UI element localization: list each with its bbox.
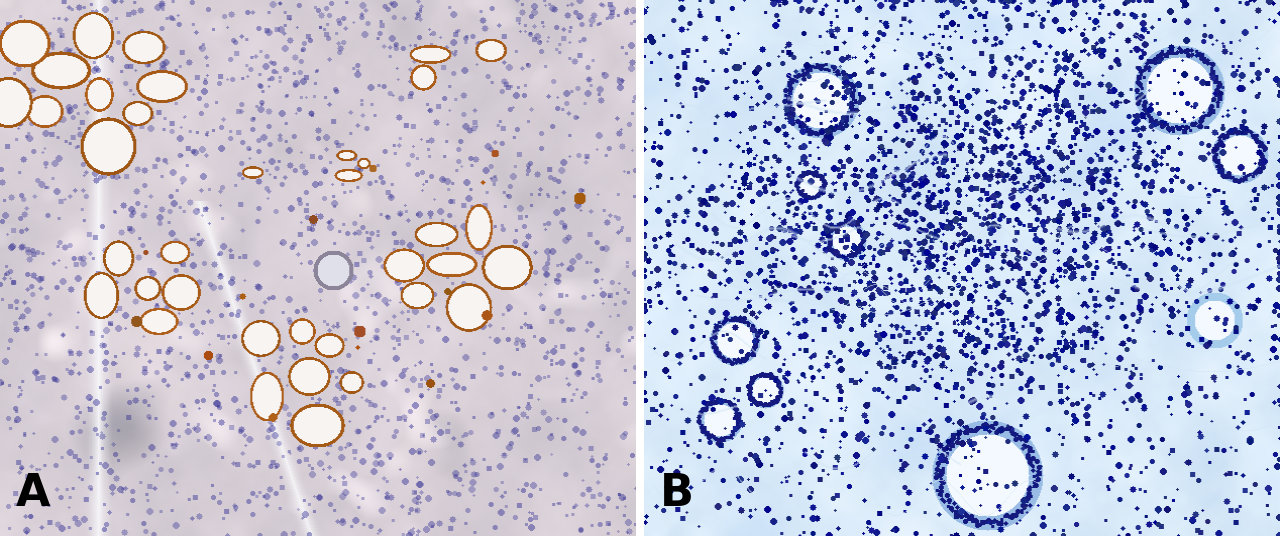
- Text: A: A: [15, 472, 50, 515]
- Text: B: B: [660, 472, 694, 515]
